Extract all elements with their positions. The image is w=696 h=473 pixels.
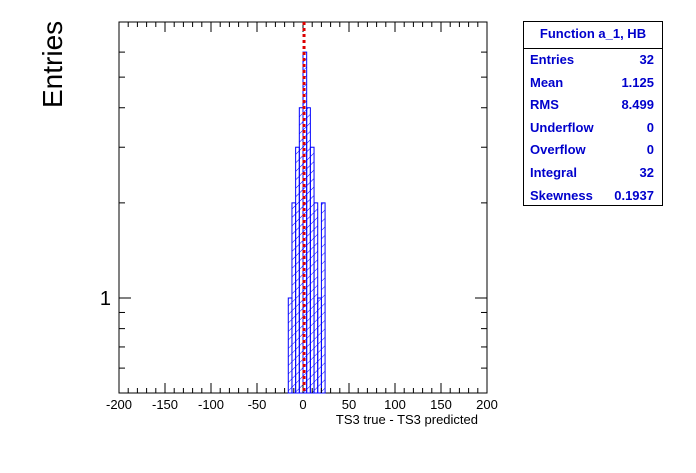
stats-value: 0.1937 bbox=[614, 187, 654, 203]
stats-row: Entries 32 bbox=[524, 49, 662, 72]
x-tick-label: -50 bbox=[248, 397, 267, 412]
histogram-bin bbox=[298, 107, 304, 394]
stats-value: 0 bbox=[646, 119, 654, 135]
stats-row: Overflow 0 bbox=[524, 139, 662, 162]
stats-label: Integral bbox=[530, 164, 577, 180]
stats-value: 1.125 bbox=[621, 74, 654, 90]
x-tick-label: -150 bbox=[152, 397, 178, 412]
stats-label: Underflow bbox=[530, 119, 594, 135]
histogram-bin bbox=[317, 297, 322, 394]
histogram-bin bbox=[291, 202, 297, 394]
x-tick-label: 150 bbox=[430, 397, 452, 412]
histogram-bins bbox=[287, 51, 326, 394]
stats-label: Overflow bbox=[530, 142, 586, 158]
histogram-bin bbox=[287, 297, 293, 394]
stats-label: Mean bbox=[530, 74, 564, 90]
stats-value: 8.499 bbox=[621, 97, 654, 113]
stats-row: Underflow 0 bbox=[524, 117, 662, 140]
histogram-bin bbox=[295, 146, 300, 394]
y-tick-label: 1 bbox=[100, 288, 111, 310]
stats-label: RMS bbox=[530, 97, 559, 113]
stats-row: Mean 1.125 bbox=[524, 72, 662, 95]
histogram-bin bbox=[306, 107, 311, 394]
y-axis-ticks: 1 bbox=[100, 51, 487, 369]
stats-label: Skewness bbox=[530, 187, 593, 203]
x-axis-label: TS3 true - TS3 predicted bbox=[336, 412, 478, 427]
stats-row: RMS 8.499 bbox=[524, 94, 662, 117]
x-tick-label: -100 bbox=[198, 397, 224, 412]
stats-title: Function a_1, HB bbox=[524, 22, 662, 49]
stats-value: 32 bbox=[639, 52, 654, 67]
x-axis-ticks: -200 -150 -100 -50 0 50 100 150 200 bbox=[106, 22, 498, 412]
x-tick-label: -200 bbox=[106, 397, 132, 412]
stats-value: 32 bbox=[639, 164, 654, 180]
histogram-bin bbox=[320, 202, 326, 394]
stats-label: Entries bbox=[530, 52, 575, 67]
stats-box: Function a_1, HB Entries 32 Mean 1.125 RMS 8.… bbox=[523, 21, 663, 206]
stats-value: 0 bbox=[646, 142, 654, 158]
histogram-bin bbox=[309, 146, 315, 394]
x-tick-label: 100 bbox=[384, 397, 406, 412]
y-axis-label: Entries bbox=[37, 21, 68, 108]
stats-row: Skewness 0.1937 bbox=[524, 185, 662, 208]
stats-rows: Entries 32 Mean 1.125 RMS 8.499 Underflow 0 Over… bbox=[524, 49, 662, 207]
x-tick-label: 0 bbox=[299, 397, 306, 412]
stats-row: Integral 32 bbox=[524, 162, 662, 185]
histogram-bin bbox=[313, 202, 319, 394]
x-tick-label: 50 bbox=[342, 397, 356, 412]
x-tick-label: 200 bbox=[476, 397, 498, 412]
